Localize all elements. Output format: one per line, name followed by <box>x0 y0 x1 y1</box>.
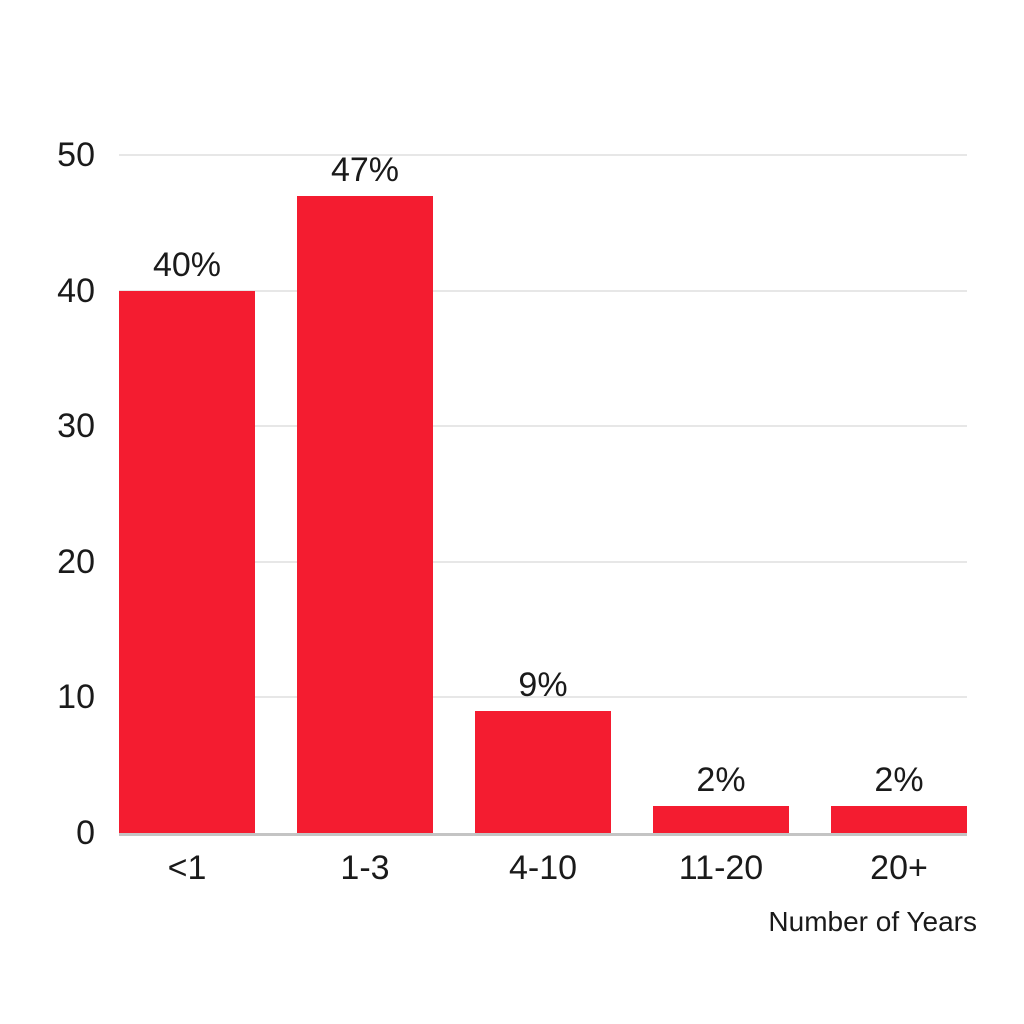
gridline <box>119 154 967 156</box>
x-axis-title: Number of Years <box>768 906 977 937</box>
gridline <box>119 289 967 292</box>
y-tick-label: 10 <box>57 678 95 717</box>
y-tick-label: 30 <box>57 407 95 446</box>
x-axis-baseline <box>119 833 967 836</box>
gridline <box>119 696 967 699</box>
bar-value-label: 2% <box>696 760 746 799</box>
bar <box>119 290 255 833</box>
y-tick-label: 40 <box>57 271 95 310</box>
x-tick-label: 20+ <box>870 849 928 887</box>
bar-value-label: 9% <box>518 665 568 704</box>
y-tick-label: 20 <box>57 542 95 581</box>
bar-value-label: 40% <box>152 245 222 284</box>
x-tick-label: <1 <box>167 849 207 887</box>
bar <box>297 195 433 833</box>
bar <box>475 710 611 833</box>
x-tick-label: 4-10 <box>508 849 578 887</box>
bar-value-label: 2% <box>874 760 924 799</box>
x-tick-label: 11-20 <box>678 849 764 887</box>
gridline <box>119 425 967 428</box>
bar <box>831 805 967 833</box>
y-tick-label: 0 <box>76 814 95 852</box>
bar <box>653 805 789 833</box>
gridline <box>119 560 967 563</box>
bar-value-label: 47% <box>330 150 400 189</box>
x-tick-label: 1-3 <box>340 849 390 887</box>
y-tick-label: 50 <box>57 136 95 174</box>
